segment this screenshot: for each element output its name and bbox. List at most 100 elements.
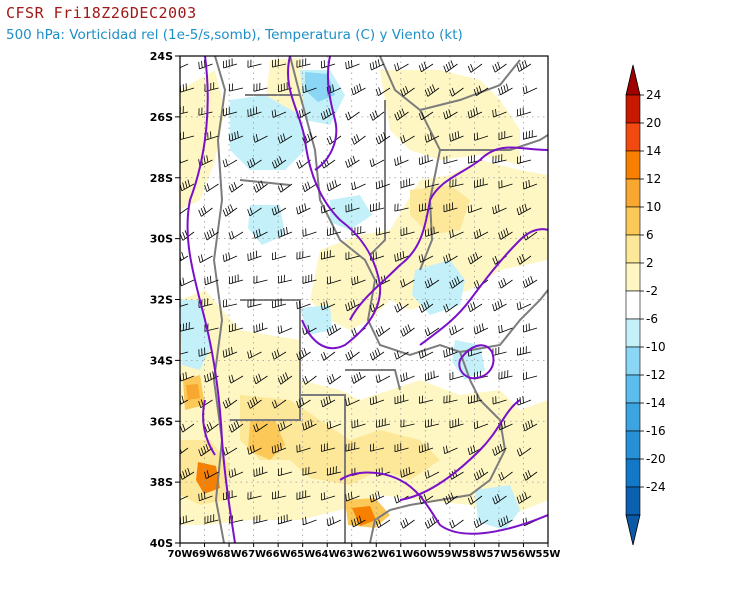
wind-barb [498, 227, 513, 240]
lat-tick-label: 26S [150, 111, 173, 124]
wind-barb [375, 132, 391, 145]
temperature-contour [349, 146, 548, 321]
wind-barb [369, 158, 385, 168]
wind-barb [474, 178, 489, 188]
longitude-axis: 70W 69W 68W 67W 66W 65W 64W 63W 62W 61W 60W 59W 58W 5… [168, 543, 560, 560]
colorbar-label: -20 [646, 452, 666, 466]
wind-barb [302, 181, 317, 193]
wind-barb [424, 84, 440, 97]
wind-barb [443, 492, 458, 505]
wind-barb [492, 347, 507, 356]
temperature-contour [186, 56, 236, 543]
colorbar-label: 14 [646, 144, 661, 158]
wind-barb [351, 371, 366, 384]
wind-barb [418, 202, 434, 212]
wind-barb [229, 323, 244, 333]
wind-barb [320, 492, 336, 501]
colorbar-label: 24 [646, 88, 661, 102]
wind-barb [302, 516, 317, 526]
colorbar-segment [625, 346, 641, 376]
wind-barb [351, 181, 366, 191]
wind-barb [271, 490, 287, 500]
wind-barb [473, 517, 489, 528]
wind-barb [424, 470, 440, 479]
wind-barb [492, 299, 507, 312]
wind-barb [222, 158, 238, 168]
wind-barb [400, 178, 415, 189]
wind-barbs [180, 58, 538, 529]
wind-barb [498, 370, 513, 380]
wind-barb [302, 419, 317, 431]
colorbar-label: -2 [646, 284, 658, 298]
chart-title: CFSR Fri18Z26DEC2003 [6, 4, 197, 22]
wind-barb [492, 396, 507, 405]
wind-barb [272, 251, 287, 261]
wind-barb [449, 178, 464, 188]
wind-barb [253, 514, 268, 524]
colorbar-segment [625, 458, 641, 488]
colorbar-label: 2 [646, 256, 654, 270]
wind-barb [394, 443, 409, 453]
colorbar-segment [625, 374, 641, 404]
wind-barb [326, 373, 342, 385]
wind-barb [443, 253, 458, 264]
wind-barb [204, 275, 219, 286]
wind-barb [302, 84, 317, 94]
wind-barb [222, 204, 238, 217]
country-border [289, 56, 461, 357]
colorbar-label: -6 [646, 312, 658, 326]
wind-barb [473, 468, 489, 481]
wind-barb [467, 301, 483, 313]
colorbar-segment [625, 178, 641, 208]
wind-barb [326, 466, 342, 476]
lon-tick-label: 66W [266, 549, 291, 560]
wind-barb [253, 423, 268, 433]
wind-barb [204, 371, 219, 383]
wind-barb [229, 274, 244, 285]
wind-barb [345, 155, 360, 168]
wind-barb [253, 275, 268, 284]
wind-barb [400, 466, 415, 478]
lat-tick-label: 34S [150, 354, 173, 367]
colorbar-bottom-arrow [625, 514, 641, 546]
wind-barb [302, 132, 317, 145]
province-border [239, 179, 291, 186]
wind-barb [498, 180, 513, 189]
wind-barb [351, 226, 366, 236]
wind-barb [204, 422, 219, 433]
wind-barb [473, 85, 489, 97]
wind-barb [498, 515, 513, 528]
shade-cyan [475, 485, 520, 530]
wind-barb [473, 323, 489, 335]
wind-barb [424, 226, 440, 237]
wind-barb [272, 298, 287, 309]
wind-barb [394, 62, 409, 72]
wind-barb [271, 349, 287, 360]
wind-barb [247, 59, 262, 68]
wind-barb [467, 63, 483, 73]
wind-barb [443, 60, 458, 73]
wind-barb [326, 276, 342, 285]
wind-barb [351, 515, 366, 528]
province-border [345, 369, 401, 391]
temperature-contour [339, 471, 548, 535]
lon-tick-label: 64W [315, 549, 340, 560]
wind-barb [522, 85, 538, 95]
wind-barb [296, 397, 311, 409]
wind-barb [449, 229, 464, 238]
wind-barb [247, 396, 262, 409]
colorbar-segment [625, 206, 641, 236]
colorbar-segment [625, 94, 641, 124]
colorbar-top-arrow [625, 64, 641, 96]
wind-barb [369, 303, 385, 313]
wind-barb [228, 130, 244, 142]
wind-barb [271, 442, 287, 454]
wind-barb [198, 206, 213, 217]
wind-barb [424, 327, 440, 337]
wind-barb [492, 493, 507, 505]
wind-barb [345, 491, 360, 502]
colorbar-label: -16 [646, 424, 666, 438]
wind-barb [278, 82, 293, 93]
wind-barb [467, 495, 483, 505]
wind-barb [198, 347, 213, 357]
